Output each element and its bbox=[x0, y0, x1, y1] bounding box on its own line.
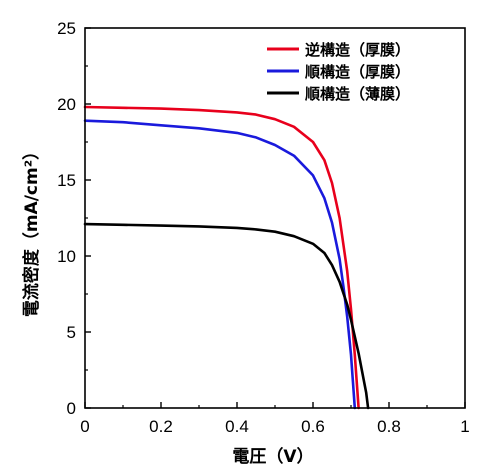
x-tick-label: 0.8 bbox=[377, 417, 401, 436]
y-tick-label: 15 bbox=[57, 171, 76, 190]
series-line bbox=[83, 222, 370, 410]
y-tick-label: 5 bbox=[67, 323, 76, 342]
plot-frame bbox=[84, 27, 466, 409]
plot-area bbox=[83, 105, 370, 410]
x-tick-label: 0.2 bbox=[149, 417, 173, 436]
x-tick-label: 0.6 bbox=[301, 417, 325, 436]
y-tick-label: 10 bbox=[57, 247, 76, 266]
x-tick-label: 1 bbox=[460, 417, 469, 436]
y-axis-label: 電流密度（mA/cm²） bbox=[21, 143, 42, 317]
legend-label: 順構造（厚膜） bbox=[304, 63, 410, 81]
series-line bbox=[83, 119, 357, 410]
x-tick-label: 0 bbox=[80, 417, 89, 436]
legend-label: 逆構造（厚膜） bbox=[305, 41, 410, 59]
y-tick-label: 20 bbox=[57, 95, 76, 114]
legend-label: 順構造（薄膜） bbox=[304, 85, 410, 103]
x-tick-label: 0.4 bbox=[225, 417, 249, 436]
legend: 逆構造（厚膜） 順構造（厚膜） 順構造（薄膜） bbox=[267, 41, 410, 103]
series-line bbox=[83, 105, 360, 410]
y-tick-label: 25 bbox=[57, 19, 76, 38]
x-axis-label: 電圧（V） bbox=[232, 446, 313, 467]
y-tick-label: 0 bbox=[67, 399, 76, 418]
